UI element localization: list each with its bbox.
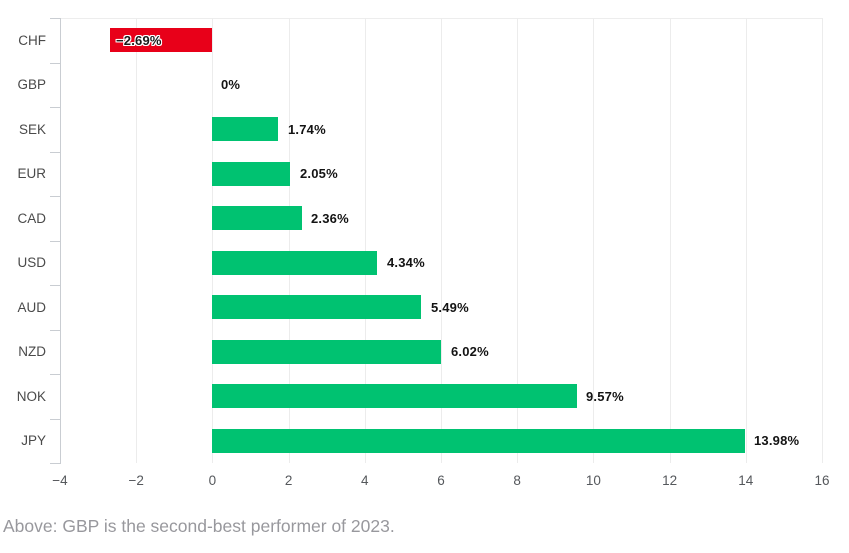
row-boundary-tick bbox=[50, 463, 60, 464]
category-label-eur: EUR bbox=[17, 166, 46, 181]
value-label-nzd: 6.02% bbox=[451, 344, 489, 359]
value-label-usd: 4.34% bbox=[387, 255, 425, 270]
row-boundary-tick bbox=[50, 196, 60, 197]
x-tick-label-0: 0 bbox=[208, 473, 217, 488]
value-label-cad: 2.36% bbox=[311, 211, 349, 226]
gridline-x-6 bbox=[441, 18, 442, 463]
x-tick-label-2: 2 bbox=[284, 473, 293, 488]
value-label-sek: 1.74% bbox=[288, 122, 326, 137]
x-tick-label-12: 12 bbox=[662, 473, 678, 488]
row-boundary-tick bbox=[50, 63, 60, 64]
row-boundary-tick bbox=[50, 285, 60, 286]
row-boundary-tick bbox=[50, 152, 60, 153]
bar-usd bbox=[212, 251, 377, 275]
chart-caption: Above: GBP is the second-best performer … bbox=[3, 516, 395, 536]
value-label-aud: 5.49% bbox=[431, 300, 469, 315]
gridline-x-12 bbox=[670, 18, 671, 463]
category-label-usd: USD bbox=[17, 255, 46, 270]
x-tick-label--2: −2 bbox=[128, 473, 144, 488]
bar-sek bbox=[212, 117, 278, 141]
gridline-x--2 bbox=[136, 18, 137, 463]
gridline-x-4 bbox=[365, 18, 366, 463]
bar-chf bbox=[110, 28, 212, 52]
category-label-jpy: JPY bbox=[21, 433, 46, 448]
bar-nok bbox=[212, 384, 577, 408]
row-boundary-tick bbox=[50, 374, 60, 375]
category-label-gbp: GBP bbox=[17, 77, 46, 92]
x-tick-label-14: 14 bbox=[738, 473, 754, 488]
gridline-x-2 bbox=[289, 18, 290, 463]
value-label-nok: 9.57% bbox=[586, 389, 624, 404]
bar-chart-plot-area: −4 −2 0 2 4 6 8 10 12 14 16 CHF −2.69% GBP 0% SEK 1.74% E… bbox=[16, 18, 830, 488]
y-axis-line bbox=[60, 18, 61, 464]
value-label-chf: −2.69% bbox=[116, 33, 162, 48]
value-label-jpy: 13.98% bbox=[754, 433, 800, 448]
category-label-chf: CHF bbox=[18, 33, 46, 48]
gridline-x-16 bbox=[822, 18, 823, 463]
gridline-x-14 bbox=[746, 18, 747, 463]
x-tick-label-8: 8 bbox=[513, 473, 521, 488]
row-boundary-tick bbox=[50, 241, 60, 242]
x-tick-label--4: −4 bbox=[52, 473, 68, 488]
gridline-x-0 bbox=[212, 18, 213, 463]
bar-cad bbox=[212, 206, 302, 230]
x-tick-label-4: 4 bbox=[361, 473, 369, 488]
x-tick-label-6: 6 bbox=[437, 473, 445, 488]
x-tick-label-16: 16 bbox=[814, 473, 830, 488]
gridline-x-8 bbox=[517, 18, 518, 463]
bar-jpy bbox=[212, 429, 745, 453]
bar-aud bbox=[212, 295, 421, 319]
category-label-cad: CAD bbox=[17, 211, 46, 226]
bar-nzd bbox=[212, 340, 441, 364]
category-label-sek: SEK bbox=[18, 122, 46, 137]
row-boundary-tick bbox=[50, 419, 60, 420]
bar-eur bbox=[212, 162, 290, 186]
category-label-nzd: NZD bbox=[18, 344, 46, 359]
x-tick-label-10: 10 bbox=[585, 473, 601, 488]
category-label-nok: NOK bbox=[16, 389, 46, 404]
category-label-aud: AUD bbox=[17, 300, 46, 315]
value-label-eur: 2.05% bbox=[300, 166, 338, 181]
row-boundary-tick bbox=[50, 330, 60, 331]
gridline-x-10 bbox=[593, 18, 594, 463]
row-boundary-tick bbox=[50, 18, 60, 19]
value-label-gbp: 0% bbox=[221, 77, 241, 92]
row-boundary-tick bbox=[50, 107, 60, 108]
